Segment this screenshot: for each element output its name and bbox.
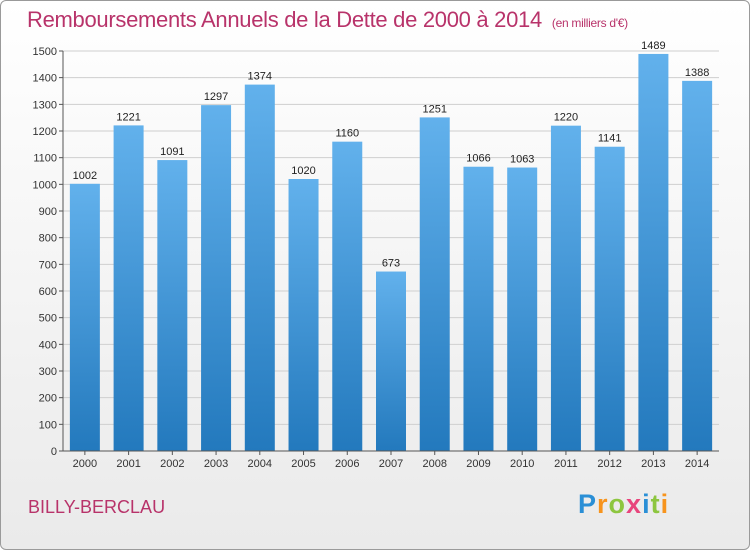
data-label-2005: 1020 (291, 165, 315, 177)
bar-2002 (157, 160, 188, 452)
y-tick-label: 1400 (33, 73, 57, 85)
y-axis: 0 100 200 300 400 500 600 700 800 900 1000 1100 1200… (33, 46, 64, 458)
y-tick-label: 600 (39, 286, 57, 298)
y-tick-label: 1200 (33, 126, 57, 138)
data-label-2009: 1066 (466, 153, 490, 165)
data-label-2003: 1297 (204, 91, 228, 103)
bar-2005 (288, 179, 319, 451)
y-tick-label: 500 (39, 313, 57, 325)
logo-letter: i (660, 489, 670, 519)
y-tick-label: 1000 (33, 179, 57, 191)
data-label-2011: 1220 (554, 112, 578, 124)
x-tick-label-2007: 2007 (379, 458, 403, 470)
data-label-2012: 1141 (598, 133, 622, 145)
bar-2004 (244, 84, 275, 451)
data-label-2007: 673 (382, 258, 400, 270)
commune-name: BILLY-BERCLAU (28, 497, 166, 517)
bar-2008 (419, 117, 450, 452)
logo-letter: r (597, 489, 609, 519)
y-tick-label: 0 (51, 446, 57, 458)
logo-letter: P (578, 489, 598, 519)
x-tick-label-2002: 2002 (160, 458, 184, 470)
chart-title-text: Remboursements Annuels de la Dette de 20… (27, 7, 542, 32)
x-tick-label-2000: 2000 (73, 458, 97, 470)
data-label-2008: 1251 (422, 103, 446, 115)
y-tick-label: 300 (39, 366, 57, 378)
data-label-2010: 1063 (510, 154, 534, 166)
y-tick-label: 800 (39, 233, 57, 245)
bar-2014 (682, 80, 713, 451)
bar-2000 (69, 183, 100, 452)
data-label-2002: 1091 (160, 146, 184, 158)
y-tick-label: 1500 (33, 46, 57, 58)
data-label-2004: 1374 (248, 71, 272, 83)
x-tick-label-2011: 2011 (554, 458, 578, 470)
logo-letter: t (650, 489, 661, 519)
data-label-2014: 1388 (685, 67, 709, 79)
y-tick-label: 900 (39, 206, 57, 218)
x-tick-label-2001: 2001 (116, 458, 140, 470)
x-tick-label-2005: 2005 (291, 458, 315, 470)
bar-2011 (550, 125, 581, 452)
x-axis: 2000 2001 2002 2003 2004 2005 2006 2007 2008 2009… (63, 450, 719, 470)
y-tick-label: 700 (39, 259, 57, 271)
data-label-2013: 1489 (641, 40, 665, 52)
data-label-2006: 1160 (335, 128, 359, 140)
chart-title: Remboursements Annuels de la Dette de 20… (27, 7, 628, 33)
x-tick-label-2013: 2013 (641, 458, 665, 470)
x-tick-label-2008: 2008 (422, 458, 446, 470)
bar-2013 (638, 53, 669, 451)
bar-2010 (507, 167, 538, 452)
bar-2007 (376, 271, 406, 451)
logo-letter: i (642, 489, 651, 519)
logo-letter: o (608, 489, 627, 519)
data-label-2001: 1221 (116, 111, 140, 123)
chart-units: (en milliers d'€) (551, 16, 628, 30)
bars: 1002 1221 1091 1297 1374 1020 1160 673 1251 1066 1… (69, 40, 713, 452)
data-label-2000: 1002 (73, 170, 97, 182)
bar-2003 (201, 105, 232, 451)
y-tick-label: 200 (39, 393, 57, 405)
x-tick-label-2009: 2009 (466, 458, 490, 470)
logo-letter: x (626, 489, 643, 519)
bar-2009 (463, 166, 494, 451)
y-tick-label: 100 (39, 419, 57, 431)
bar-2012 (594, 146, 625, 451)
bar-2001 (113, 125, 144, 452)
x-tick-label-2014: 2014 (685, 458, 709, 470)
y-tick-label: 1100 (33, 153, 57, 165)
proxiti-logo: Proxiti (578, 489, 669, 520)
x-tick-label-2003: 2003 (204, 458, 228, 470)
x-tick-label-2010: 2010 (510, 458, 534, 470)
x-tick-label-2012: 2012 (597, 458, 621, 470)
bar-2006 (332, 141, 363, 451)
y-tick-label: 1300 (33, 99, 57, 111)
y-tick-label: 400 (39, 339, 57, 351)
x-tick-label-2004: 2004 (248, 458, 272, 470)
x-tick-label-2006: 2006 (335, 458, 359, 470)
